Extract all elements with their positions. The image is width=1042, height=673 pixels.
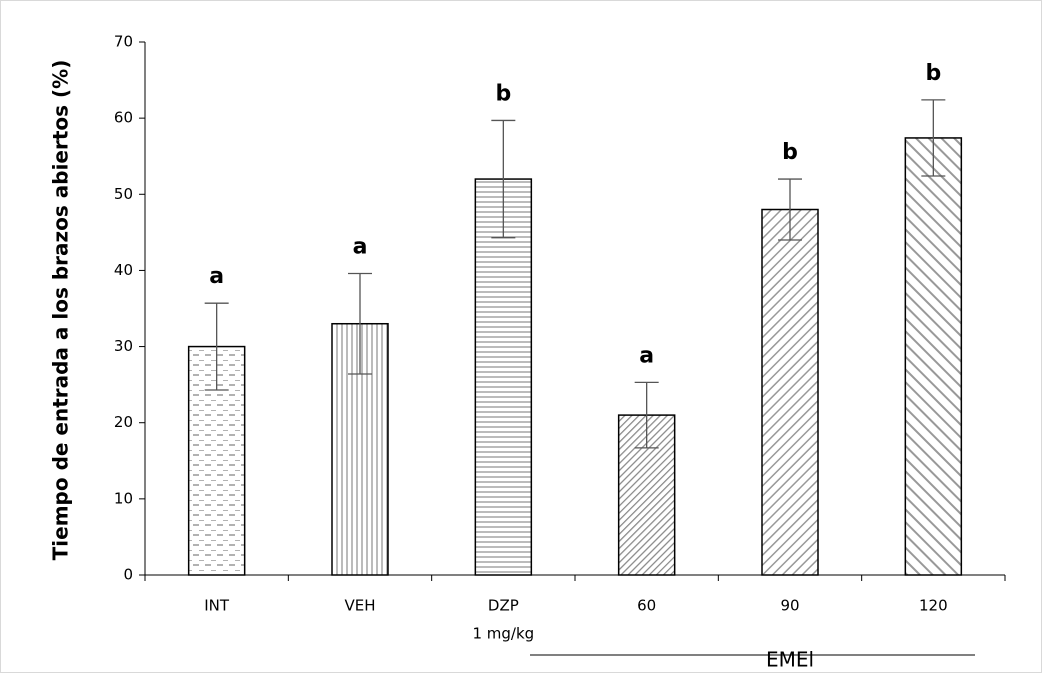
y-tick-label: 30 bbox=[114, 337, 133, 355]
x-tick-label: 90 bbox=[780, 597, 799, 615]
y-tick-label: 20 bbox=[114, 413, 133, 431]
error-bar bbox=[634, 381, 659, 449]
y-tick-label: 50 bbox=[114, 185, 133, 203]
significance-letter: b bbox=[495, 81, 511, 106]
bar bbox=[761, 208, 819, 576]
significance-letter: a bbox=[353, 234, 368, 259]
x-tick-sublabel: 1 mg/kg bbox=[472, 625, 534, 643]
x-tick-label: 120 bbox=[919, 597, 948, 615]
x-tick-label: INT bbox=[204, 597, 230, 615]
y-tick-label: 70 bbox=[114, 33, 133, 51]
x-tick-label: VEH bbox=[344, 597, 375, 615]
significance-letter: a bbox=[639, 343, 654, 368]
bar bbox=[474, 178, 533, 576]
significance-letter: b bbox=[782, 140, 798, 165]
significance-letter: b bbox=[925, 61, 941, 86]
y-tick-label: 40 bbox=[114, 261, 133, 279]
y-tick-label: 0 bbox=[123, 566, 133, 584]
error-bar bbox=[491, 119, 516, 239]
error-bar bbox=[921, 99, 946, 177]
y-axis-title: Tiempo de entrada a los brazos abiertos … bbox=[49, 60, 73, 561]
significance-letter: a bbox=[209, 264, 224, 289]
group-label: EMEl bbox=[766, 648, 814, 672]
y-tick-label: 60 bbox=[114, 109, 133, 127]
x-tick-label: DZP bbox=[488, 597, 519, 615]
bar bbox=[904, 137, 963, 576]
error-bar bbox=[778, 178, 802, 241]
x-tick-label: 60 bbox=[637, 597, 656, 615]
error-bar bbox=[204, 302, 229, 391]
error-bar bbox=[348, 272, 372, 375]
y-tick-label: 10 bbox=[114, 489, 133, 507]
